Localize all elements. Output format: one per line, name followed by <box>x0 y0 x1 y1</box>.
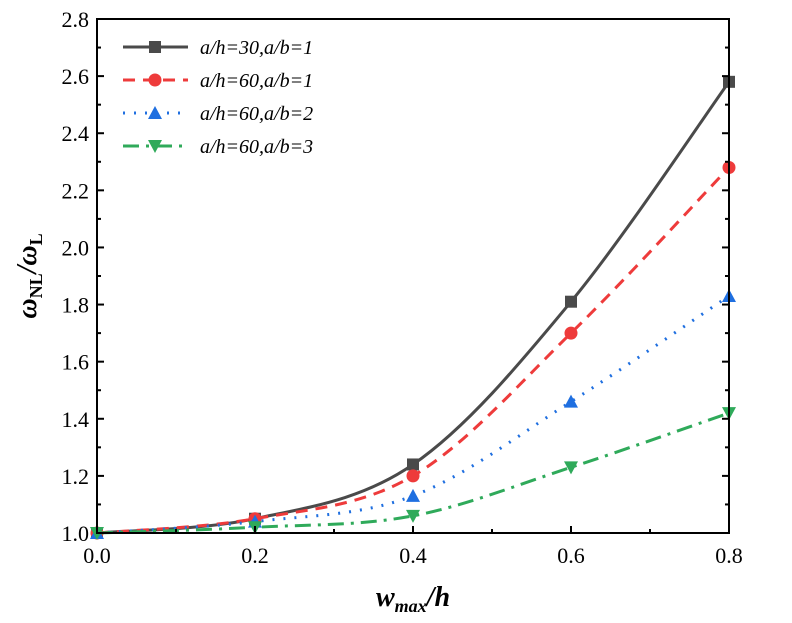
circle-marker <box>564 326 578 340</box>
legend-label: a/h=30,a/b=1 <box>200 37 313 59</box>
x-tick-label: 0.4 <box>399 543 427 568</box>
y-tick-label: 1.0 <box>62 521 90 546</box>
legend: a/h=30,a/b=1 a/h=60,a/b=1 a/h=60,a/b=2 a/h=… <box>123 37 313 158</box>
y-tick-label: 1.6 <box>62 350 90 375</box>
triangle-up-marker <box>148 106 162 119</box>
plot-area <box>90 75 736 540</box>
triangle-down-marker <box>148 140 162 153</box>
y-tick-label: 2.2 <box>62 178 90 203</box>
square-marker <box>407 458 419 471</box>
legend-item: a/h=60,a/b=1 <box>123 70 313 92</box>
series-3 <box>90 288 736 539</box>
series-2 <box>90 160 736 540</box>
legend-label: a/h=60,a/b=1 <box>200 70 313 92</box>
circle-marker <box>148 73 162 87</box>
square-marker <box>565 295 577 308</box>
triangle-up-marker <box>564 394 578 408</box>
legend-item: a/h=60,a/b=3 <box>123 136 313 158</box>
y-tick-label: 2.4 <box>62 121 90 146</box>
series-line <box>96 166 731 535</box>
legend-label: a/h=60,a/b=2 <box>200 103 313 125</box>
triangle-down-marker <box>564 461 578 475</box>
square-marker <box>149 41 161 53</box>
y-axis-title: ωNL/ωL <box>12 233 46 318</box>
triangle-down-marker <box>406 509 420 523</box>
y-tick-label: 2.8 <box>62 7 90 32</box>
y-tick-label: 2.0 <box>62 235 90 260</box>
plot-frame <box>96 18 730 534</box>
x-tick-label: 0.0 <box>83 543 111 568</box>
x-axis-title: wmax/h <box>376 582 450 616</box>
axes: 0.0 0.2 0.4 0.6 0.8 1.0 1.2 1.4 1.6 1.8 2.0 2.2 2.4 2… <box>62 7 743 568</box>
x-tick-label: 0.6 <box>557 543 585 568</box>
circle-marker <box>406 469 420 483</box>
y-tick-label: 2.6 <box>62 64 90 89</box>
legend-label: a/h=60,a/b=3 <box>200 136 313 158</box>
y-tick-label: 1.4 <box>62 407 90 432</box>
series-line <box>96 411 730 535</box>
legend-item: a/h=30,a/b=1 <box>123 37 313 59</box>
y-tick-label: 1.2 <box>62 464 90 489</box>
x-tick-label: 0.8 <box>715 543 743 568</box>
triangle-up-marker <box>406 488 420 502</box>
y-tick-label: 1.8 <box>62 293 90 318</box>
legend-item: a/h=60,a/b=2 <box>123 103 313 125</box>
x-tick-label: 0.2 <box>241 543 269 568</box>
